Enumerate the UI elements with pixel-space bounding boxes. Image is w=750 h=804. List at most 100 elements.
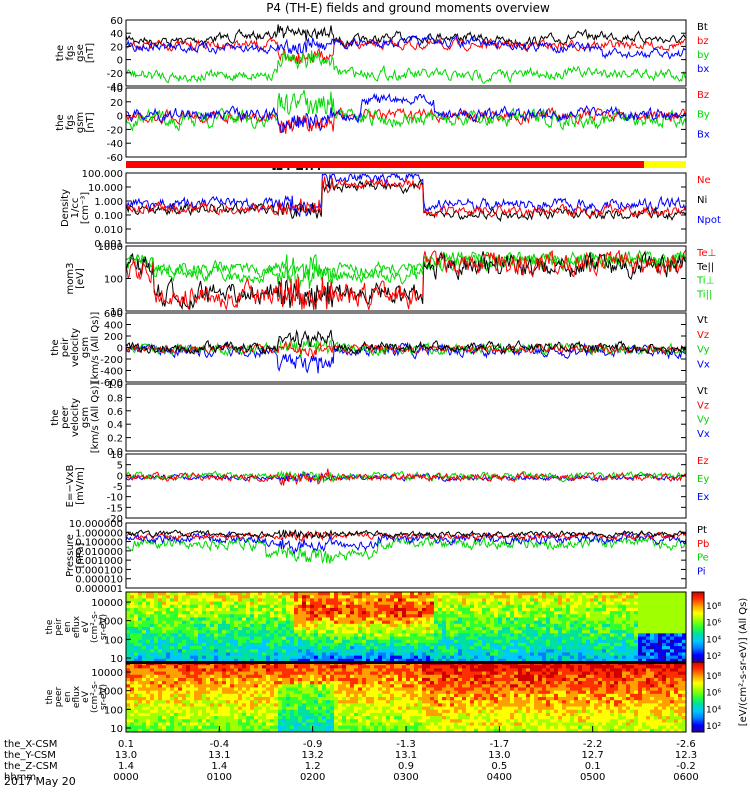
spectrogram-cell	[338, 684, 343, 688]
spectrogram-cell	[230, 604, 235, 609]
spectrogram-cell	[266, 703, 271, 707]
spectrogram-cell	[442, 630, 447, 634]
spectrogram-cell	[526, 646, 531, 650]
spectrogram-cell	[198, 728, 203, 733]
spectrogram-cell	[322, 623, 327, 628]
spectrogram-cell	[566, 620, 571, 625]
spectrogram-cell	[262, 690, 267, 695]
spectrogram-cell	[226, 623, 231, 628]
spectrogram-cell	[502, 636, 507, 641]
spectrogram-cell	[610, 617, 615, 622]
spectrogram-cell	[142, 706, 147, 711]
spectrogram-cell	[458, 725, 463, 730]
spectrogram-cell	[454, 709, 459, 714]
spectrogram-cell	[250, 620, 255, 625]
spectrogram-cell	[218, 611, 223, 615]
spectrogram-cell	[378, 671, 383, 676]
spectrogram-cell	[454, 630, 459, 634]
spectrogram-cell	[554, 649, 559, 653]
spectrogram-cell	[398, 611, 403, 615]
spectrogram-cell	[134, 674, 139, 679]
spectrogram-cell	[306, 614, 311, 618]
spectrogram-cell	[550, 595, 555, 599]
spectrogram-cell	[430, 697, 435, 701]
spectrogram-cell	[522, 655, 527, 660]
spectrogram-cell	[290, 601, 295, 606]
spectrogram-cell	[226, 604, 231, 609]
spectrogram-cell	[662, 607, 667, 612]
spectrogram-cell	[574, 655, 579, 660]
spectrogram-cell	[214, 601, 219, 606]
spectrogram-cell	[562, 620, 567, 625]
spectrogram-cell	[142, 668, 147, 672]
spectrogram-cell	[222, 681, 227, 685]
spectrogram-cell	[130, 671, 135, 676]
spectrogram-cell	[158, 671, 163, 676]
spectrogram-cell	[166, 716, 171, 720]
spectrogram-cell	[626, 601, 631, 606]
spectrogram-cell	[130, 725, 135, 730]
spectrogram-cell	[442, 642, 447, 647]
spectrogram-cell	[346, 712, 351, 717]
spectrogram-cell	[570, 611, 575, 615]
spectrogram-cell	[554, 614, 559, 618]
spectrogram-cell	[270, 722, 275, 727]
spectrogram-cell	[426, 684, 431, 688]
spectrogram-cell	[518, 595, 523, 599]
spectrogram-cell	[198, 687, 203, 692]
spectrogram-cell	[298, 607, 303, 612]
spectrogram-cell	[434, 716, 439, 720]
spectrogram-cell	[454, 671, 459, 676]
spectrogram-cell	[190, 611, 195, 615]
spectrogram-cell	[538, 620, 543, 625]
spectrogram-cell	[250, 604, 255, 609]
spectrogram-cell	[610, 607, 615, 612]
spectrogram-cell	[342, 614, 347, 618]
spectrogram-cell	[382, 642, 387, 647]
spectrogram-cell	[206, 681, 211, 685]
spectrogram-cell	[190, 703, 195, 707]
spectrogram-cell	[558, 649, 563, 653]
spectrogram-cell	[282, 633, 287, 637]
spectrogram-cell	[654, 649, 659, 653]
spectrogram-cell	[546, 592, 551, 596]
spectrogram-cell	[258, 703, 263, 707]
spectrogram-cell	[410, 697, 415, 701]
spectrogram-cell	[558, 623, 563, 628]
spectrogram-cell	[298, 595, 303, 599]
spectrogram-cell	[374, 639, 379, 644]
spectrogram-cell	[470, 627, 475, 631]
spectrogram-cell	[414, 620, 419, 625]
spectrogram-cell	[682, 652, 687, 657]
spectrogram-cell	[162, 646, 167, 650]
spectrogram-cell	[450, 690, 455, 695]
spectrogram-cell	[326, 709, 331, 714]
spectrogram-cell	[446, 681, 451, 685]
spectrogram-cell	[302, 652, 307, 657]
spectrogram-cell	[194, 700, 199, 704]
spectrogram-cell	[410, 655, 415, 660]
spectrogram-cell	[322, 716, 327, 720]
spectrogram-cell	[610, 658, 615, 663]
spectrogram-cell	[322, 677, 327, 682]
spectrogram-cell	[342, 617, 347, 622]
spectrogram-cell	[462, 725, 467, 730]
spectrogram-cell	[510, 652, 515, 657]
spectrogram-cell	[594, 601, 599, 606]
spectrogram-cell	[218, 681, 223, 685]
spectrogram-cell	[554, 639, 559, 644]
spectrogram-cell	[550, 611, 555, 615]
spectrogram-cell	[422, 684, 427, 688]
spectrogram-cell	[622, 646, 627, 650]
spectrogram-cell	[370, 652, 375, 657]
spectrogram-cell	[242, 639, 247, 644]
spectrogram-cell	[650, 611, 655, 615]
spectrogram-cell	[590, 630, 595, 634]
spectrogram-cell	[130, 658, 135, 663]
spectrogram-cell	[278, 604, 283, 609]
spectrogram-cell	[190, 617, 195, 622]
spectrogram-cell	[222, 620, 227, 625]
spectrogram-cell	[154, 674, 159, 679]
spectrogram-cell	[378, 690, 383, 695]
spectrogram-cell	[534, 649, 539, 653]
